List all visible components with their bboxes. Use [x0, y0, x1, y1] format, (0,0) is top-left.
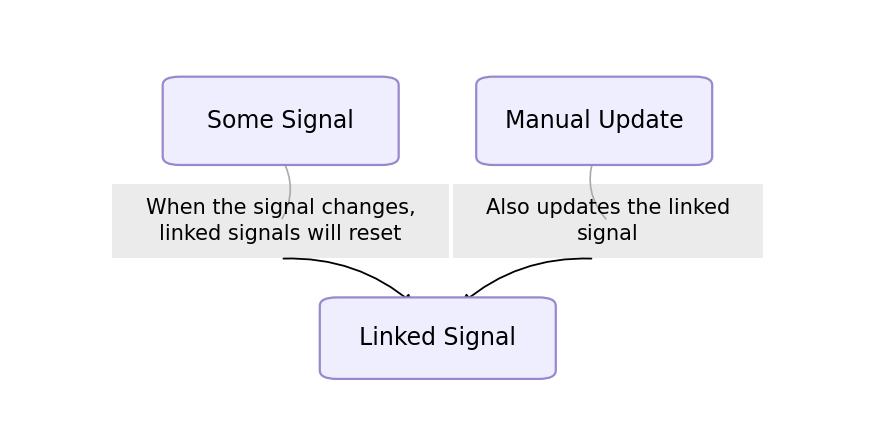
Text: When the signal changes,
linked signals will reset: When the signal changes, linked signals …	[146, 198, 415, 244]
Text: Manual Update: Manual Update	[504, 109, 683, 133]
FancyBboxPatch shape	[163, 77, 398, 165]
FancyBboxPatch shape	[320, 297, 555, 379]
Bar	[112, 183, 448, 258]
FancyBboxPatch shape	[475, 77, 712, 165]
Text: Some Signal: Some Signal	[207, 109, 354, 133]
Text: Also updates the linked
signal: Also updates the linked signal	[485, 198, 729, 244]
Bar	[452, 183, 762, 258]
Text: Linked Signal: Linked Signal	[359, 326, 515, 350]
